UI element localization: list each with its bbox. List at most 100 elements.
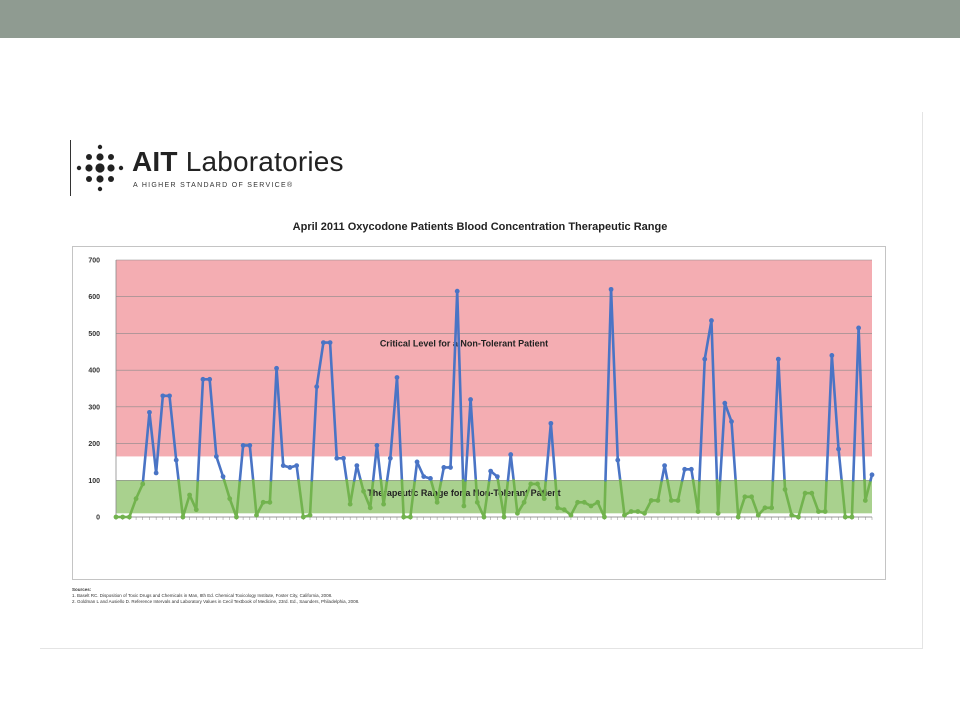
data-point-62 (528, 481, 534, 487)
data-point-33 (334, 455, 340, 461)
data-point-92 (729, 419, 734, 424)
range-band-0 (116, 260, 872, 457)
line-segment-93 (736, 495, 747, 519)
data-point-0 (113, 514, 119, 520)
line-segment-15 (215, 455, 225, 478)
data-point-67 (561, 507, 567, 513)
data-point-72 (595, 499, 601, 505)
data-point-108 (836, 446, 841, 452)
line-segment-12a (194, 478, 200, 511)
line-segment-58a (502, 478, 510, 519)
data-point-75 (615, 457, 621, 463)
line-segment-104 (810, 491, 820, 513)
line-segment-20b (251, 478, 258, 517)
data-point-52 (461, 503, 467, 509)
line-segment-14 (208, 378, 218, 458)
line-segment-106a (823, 478, 828, 513)
data-point-64 (541, 496, 547, 502)
data-point-24 (274, 365, 279, 371)
line-segment-82a (663, 464, 669, 482)
line-segment-74 (609, 288, 620, 462)
line-segment-53b (474, 478, 479, 504)
data-point-85 (682, 466, 688, 472)
data-point-25 (280, 463, 286, 468)
line-segment-99a (777, 357, 786, 482)
sources-label: Sources: (72, 587, 92, 592)
data-point-11 (187, 492, 192, 498)
line-segment-57b (496, 478, 506, 519)
line-segment-52a (462, 478, 467, 508)
line-segment-36a (355, 464, 362, 482)
data-point-56 (488, 468, 494, 474)
ait-logo: AIT Laboratories A HIGHER STANDARD OF SE… (70, 140, 344, 200)
y-tick-label-100: 100 (88, 478, 100, 485)
line-segment-88 (703, 319, 713, 361)
line-segment-30 (315, 341, 325, 388)
line-segment-4b (141, 411, 151, 482)
line-segment-9a (174, 458, 180, 482)
line-segment-40a (382, 478, 389, 506)
data-point-88 (702, 356, 708, 362)
data-point-10 (180, 514, 186, 520)
data-point-19 (240, 443, 246, 448)
line-segment-29a (308, 478, 314, 517)
line-segment-100 (783, 488, 794, 517)
line-segment-108a (837, 447, 843, 482)
line-segment-79 (643, 499, 653, 515)
line-segment-45 (415, 460, 426, 478)
line-segment-42b (400, 478, 405, 519)
logo-tagline: A HIGHER STANDARD OF SERVICE® (133, 182, 294, 189)
line-segment-41 (389, 376, 399, 460)
data-point-13 (200, 376, 206, 382)
line-segment-59a (509, 453, 515, 482)
line-segment-61 (522, 482, 533, 504)
line-segment-39a (375, 444, 383, 482)
line-segment-63 (536, 482, 546, 500)
line-segment-81a (656, 478, 664, 502)
data-point-34 (341, 455, 346, 461)
line-segment-27a (295, 464, 300, 482)
source-2: 2. Goldman L and Ausiello D. Reference I… (72, 599, 360, 604)
data-point-41 (387, 455, 393, 461)
sources-note: Sources: 1. Baselt RC. Disposition of To… (72, 587, 472, 605)
line-segment-12b (196, 378, 205, 482)
line-segment-106b (825, 354, 834, 482)
line-segment-54 (475, 501, 486, 519)
line-segment-42a (395, 376, 404, 482)
data-point-99 (775, 356, 781, 362)
data-point-94 (742, 494, 748, 500)
line-segment-44a (409, 478, 417, 519)
data-point-87 (695, 509, 701, 514)
data-point-3 (133, 496, 139, 502)
line-segment-110a (850, 478, 855, 519)
data-point-80 (648, 498, 654, 503)
y-tick-label-600: 600 (88, 294, 100, 301)
data-point-40 (381, 501, 387, 507)
line-segment-2 (128, 497, 138, 519)
line-segment-64a (542, 478, 548, 500)
data-point-70 (581, 499, 587, 505)
data-point-16 (220, 474, 226, 480)
data-point-38 (367, 505, 373, 511)
data-point-21 (254, 512, 259, 518)
data-point-81 (655, 498, 661, 503)
line-segment-35a (348, 478, 356, 506)
line-segment-65b (554, 478, 559, 510)
data-point-45 (414, 459, 420, 465)
data-point-110 (849, 514, 855, 520)
data-point-37 (361, 488, 366, 494)
data-point-93 (735, 514, 741, 520)
data-point-96 (755, 512, 761, 518)
data-point-1 (120, 514, 126, 520)
line-segment-92a (730, 420, 737, 482)
line-segment-18a (235, 478, 242, 519)
data-point-76 (622, 512, 627, 518)
line-segment-53a (469, 398, 478, 482)
data-point-59 (508, 452, 514, 457)
slide-header-bar (0, 0, 960, 38)
data-point-30 (314, 384, 320, 390)
data-point-15 (213, 454, 219, 459)
y-tick-label-400: 400 (88, 368, 100, 375)
data-point-69 (575, 499, 581, 505)
line-segment-16b (222, 478, 232, 500)
